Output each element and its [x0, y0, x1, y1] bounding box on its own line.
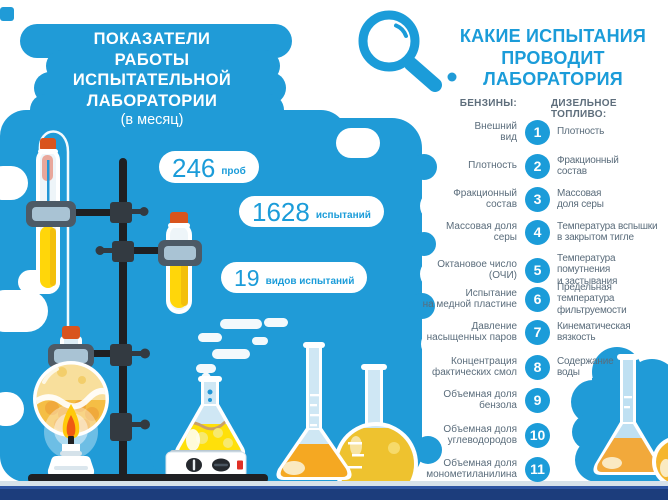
diesel-label: Фракционный состав [557, 154, 619, 178]
test-row: Давление насыщенных паров 7 Кинематическ… [385, 315, 668, 349]
flame-icon [62, 404, 80, 439]
stat-unit: испытаний [315, 210, 371, 221]
benzin-label: Внешний вид [474, 120, 517, 144]
diesel-label: Температура вспышки в закрытом тигле [557, 220, 658, 244]
round-flask [33, 326, 109, 437]
row-number-badge: 5 [525, 257, 550, 283]
stat-value: 19 [234, 265, 260, 291]
row-number-badge: 8 [525, 354, 550, 380]
title-period: (в месяц) [120, 112, 184, 128]
spirit-burner [44, 404, 98, 481]
title-line: ИСПЫТАТЕЛЬНОЙ [72, 71, 232, 89]
test-row: Октановое число (ОЧИ) 5 Температура пому… [385, 253, 668, 287]
row-number-badge: 10 [525, 422, 550, 448]
benzin-label: Объемная доля бензола [443, 388, 517, 412]
title-line: ЛАБОРАТОРИЯ [483, 69, 623, 89]
benzin-label: Плотность [468, 160, 517, 172]
right-panel-title: КАКИЕ ИСПЫТАНИЯ ПРОВОДИТ ЛАБОРАТОРИЯ [448, 26, 658, 91]
test-tube-1 [26, 130, 76, 330]
row-number-badge: 11 [525, 456, 550, 482]
lab-bench [28, 474, 268, 483]
title-line: КАКИЕ ИСПЫТАНИЯ [459, 26, 647, 46]
title-line: ЛАБОРАТОРИИ [86, 91, 218, 110]
test-row: Фракционный состав 3 Массовая доля серы [385, 182, 668, 216]
corner-flask [593, 354, 668, 486]
title-line: ПРОВОДИТ [501, 47, 605, 68]
diesel-label: Предельная температура фильтруемости [557, 281, 627, 316]
diesel-label: Содержание воды [557, 355, 614, 379]
diesel-label: Кинематическая вязкость [557, 320, 631, 344]
diesel-label: Массовая доля серы [557, 187, 604, 211]
title-line: РАБОТЫ [114, 50, 190, 69]
test-row: Массовая доля серы 4 Температура вспышки… [385, 215, 668, 249]
column-header-diesel: ДИЗЕЛЬНОЕ ТОПЛИВО: [551, 98, 617, 120]
stat-bubble-test-types: 19 видов испытаний [221, 262, 368, 293]
stat-unit: проб [221, 166, 246, 177]
tube-cap [40, 138, 56, 151]
stat-value: 246 [172, 153, 216, 183]
benzin-label: Октановое число (ОЧИ) [437, 258, 517, 282]
test-row: Объемная доля бензола 9 [385, 383, 668, 417]
test-row: Внешний вид 1 Плотность [385, 115, 668, 149]
row-number-badge: 6 [525, 286, 550, 312]
diesel-label: Плотность [557, 126, 605, 138]
benzin-label: Объемная доля монометиланилина [426, 457, 517, 481]
stat-value: 1628 [252, 197, 310, 227]
test-row: Плотность 2 Фракционный состав [385, 149, 668, 183]
benzin-label: Испытание на медной пластине [422, 287, 517, 311]
benzin-label: Концентрация фактических смол [431, 355, 517, 379]
row-number-badge: 7 [525, 319, 550, 345]
row-number-badge: 2 [525, 153, 550, 179]
column-header-benzin: БЕНЗИНЫ: [459, 98, 517, 109]
benzin-label: Давление насыщенных паров [426, 320, 517, 344]
title-line: ПОКАЗАТЕЛИ [93, 30, 211, 48]
conical-flask [276, 342, 352, 480]
tube-cap [170, 212, 188, 225]
benzin-label: Фракционный состав [453, 187, 517, 211]
indicator-light [237, 460, 243, 470]
test-tube-2 [158, 212, 202, 314]
test-row: Концентрация фактических смол 8 Содержан… [385, 350, 668, 384]
flask-cap [62, 326, 80, 339]
stat-bubble-tests: 1628 испытаний [239, 196, 384, 227]
left-panel-title: ПОКАЗАТЕЛИ РАБОТЫ ИСПЫТАТЕЛЬНОЙ ЛАБОРАТО… [30, 29, 274, 128]
benzin-label: Объемная доля углеводородов [443, 423, 517, 447]
benzin-label: Массовая доля серы [445, 220, 517, 244]
row-number-badge: 9 [525, 387, 550, 413]
test-row: Испытание на медной пластине 6 Предельна… [385, 282, 668, 316]
footer-bar [0, 481, 668, 500]
test-row: Объемная доля монометиланилина 11 [385, 452, 668, 486]
row-number-badge: 1 [525, 119, 550, 145]
erlenmeyer-flask [174, 376, 246, 457]
test-row: Объемная доля углеводородов 10 [385, 418, 668, 452]
stat-unit: видов испытаний [265, 276, 355, 287]
row-number-badge: 3 [525, 186, 550, 212]
stat-bubble-samples: 246 проб [159, 151, 259, 183]
diesel-label: Температура помутнения и застывания [557, 252, 618, 287]
row-number-badge: 4 [525, 219, 550, 245]
magnifier-icon [358, 10, 442, 92]
